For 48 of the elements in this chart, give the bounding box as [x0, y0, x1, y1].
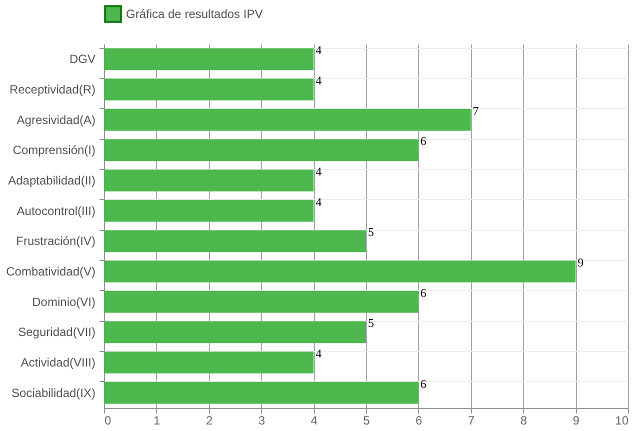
data-label: 4 [316, 194, 322, 209]
y-tick-label: Agresividad(A) [16, 112, 96, 127]
bar [104, 290, 418, 313]
y-tick-label: Sociabilidad(IX) [11, 386, 96, 400]
data-label: 6 [420, 134, 426, 148]
y-tick-label: Dominio(VI) [32, 294, 96, 309]
x-tick-label: 2 [206, 414, 213, 428]
x-tick-label: 1 [154, 414, 161, 428]
data-label: 4 [316, 43, 322, 58]
y-tick-label: Receptividad(R) [9, 82, 96, 96]
data-label: 9 [578, 256, 584, 270]
x-tick-label: 3 [258, 414, 266, 428]
x-tick-label: 8 [520, 414, 528, 428]
bar [104, 352, 314, 374]
data-label: 4 [316, 164, 322, 178]
bar [104, 382, 418, 404]
y-tick-label: Adaptabilidad(II) [8, 174, 96, 188]
bar [104, 48, 314, 70]
x-tick-label: 5 [363, 414, 370, 428]
data-label: 4 [316, 74, 322, 88]
x-tick-label: 9 [572, 414, 580, 428]
y-tick-label: DGV [69, 52, 96, 66]
y-tick-label: Frustración(IV) [16, 234, 96, 248]
bar [104, 200, 314, 222]
y-tick-label: Seguridad(VII) [18, 325, 96, 340]
x-tick-label: 0 [104, 414, 112, 428]
data-label: 5 [368, 316, 374, 330]
data-label: 7 [472, 104, 479, 118]
data-label: 5 [368, 225, 374, 240]
bar [104, 230, 366, 252]
bar [104, 170, 314, 192]
bar [104, 260, 576, 282]
y-tick-label: Comprensión(I) [12, 143, 96, 158]
data-label: 6 [420, 376, 426, 391]
x-tick-label: 7 [468, 414, 475, 428]
data-label: 4 [316, 346, 322, 360]
bar [104, 108, 471, 131]
x-tick-label: 4 [310, 414, 318, 428]
bar [104, 321, 366, 344]
bar [104, 78, 314, 100]
y-tick-label: Autocontrol(III) [16, 204, 96, 218]
x-tick-label: 10 [615, 414, 629, 428]
x-tick-label: 6 [416, 414, 423, 428]
bar [104, 139, 418, 162]
y-tick-label: Combatividad(V) [6, 264, 96, 278]
y-tick-label: Actividad(VIII) [20, 356, 96, 370]
legend-label: Gráfica de resultados IPV [126, 7, 263, 21]
data-label: 6 [420, 286, 426, 300]
